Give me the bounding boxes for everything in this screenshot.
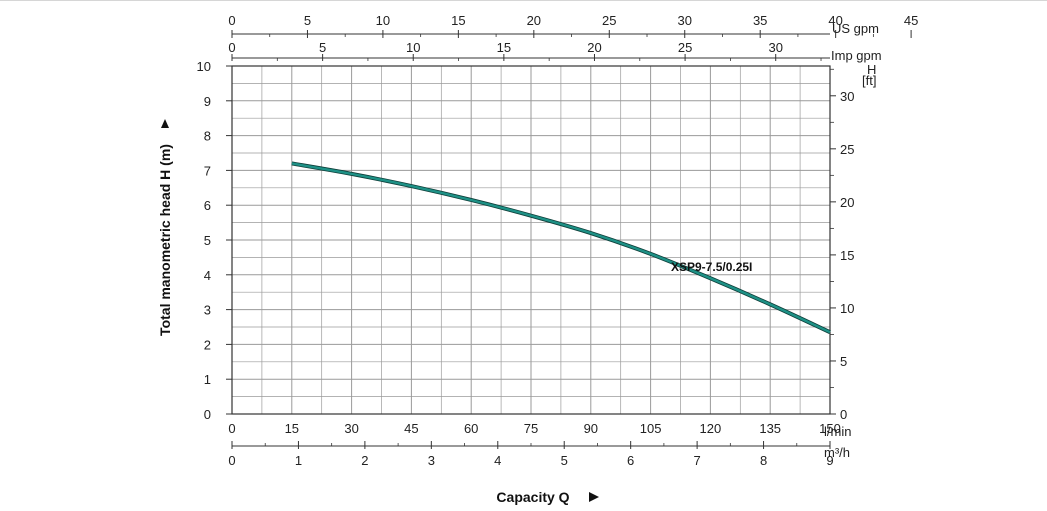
ft-tick-label: 25 <box>840 142 854 157</box>
x-axis-title: Capacity Q <box>496 489 569 505</box>
ft-tick-label: 5 <box>840 354 847 369</box>
y-tick-label: 1 <box>204 372 211 387</box>
y-axis-title-arrow <box>161 119 169 128</box>
m3h-tick-label: 9 <box>826 453 833 468</box>
ft-tick-label: 30 <box>840 89 854 104</box>
series-layer: XSP9-7.5/0.25I <box>291 161 831 335</box>
us-gpm-tick-label: 45 <box>904 13 918 28</box>
ft-tick-label: 15 <box>840 248 854 263</box>
imp-gpm-unit-label: Imp gpm <box>831 48 882 63</box>
us-gpm-tick-label: 10 <box>376 13 390 28</box>
ft-axis-label-top: H <box>867 62 876 77</box>
imp-gpm-tick-label: 20 <box>587 40 601 55</box>
m3h-tick-label: 0 <box>228 453 235 468</box>
imp-gpm-tick-label: 5 <box>319 40 326 55</box>
us-gpm-tick-label: 15 <box>451 13 465 28</box>
y-axis-title: Total manometric head H (m) <box>157 144 173 336</box>
m3h-tick-label: 1 <box>295 453 302 468</box>
ft-axis-label-unit: [ft] <box>862 73 876 88</box>
x-tick-label: 75 <box>524 421 538 436</box>
us-gpm-tick-label: 5 <box>304 13 311 28</box>
imp-gpm-tick-label: 30 <box>768 40 782 55</box>
x-tick-label: 105 <box>640 421 662 436</box>
m3h-tick-label: 4 <box>494 453 501 468</box>
us-gpm-unit-label: US gpm <box>832 21 879 36</box>
y-tick-label: 8 <box>204 129 211 144</box>
x-tick-label: 150 <box>819 421 841 436</box>
m3h-tick-label: 2 <box>361 453 368 468</box>
x-axis-title-arrow <box>589 492 599 502</box>
us-gpm-tick-label: 20 <box>527 13 541 28</box>
ft-tick-label: 20 <box>840 195 854 210</box>
imp-gpm-tick-label: 10 <box>406 40 420 55</box>
ft-tick-label: 0 <box>840 407 847 422</box>
y-tick-label: 10 <box>197 59 211 74</box>
y-tick-label: 4 <box>204 268 211 283</box>
x-tick-label: 60 <box>464 421 478 436</box>
y-tick-label: 0 <box>204 407 211 422</box>
labels: Total manometric head H (m) Capacity Q U… <box>157 21 882 505</box>
us-gpm-tick-label: 30 <box>678 13 692 28</box>
y-tick-label: 2 <box>204 337 211 352</box>
y-tick-label: 7 <box>204 163 211 178</box>
y-tick-label: 6 <box>204 198 211 213</box>
series-line <box>291 162 831 334</box>
x-tick-label: 120 <box>700 421 722 436</box>
series-label: XSP9-7.5/0.25I <box>671 260 752 274</box>
x-tick-label: 30 <box>344 421 358 436</box>
m3h-tick-label: 8 <box>760 453 767 468</box>
x-tick-label: 15 <box>285 421 299 436</box>
us-gpm-tick-label: 0 <box>228 13 235 28</box>
x-tick-label: 45 <box>404 421 418 436</box>
m3h-tick-label: 3 <box>428 453 435 468</box>
x-tick-label: 135 <box>759 421 781 436</box>
us-gpm-tick-label: 40 <box>828 13 842 28</box>
imp-gpm-tick-label: 25 <box>678 40 692 55</box>
imp-gpm-tick-label: 15 <box>497 40 511 55</box>
y-tick-label: 9 <box>204 94 211 109</box>
us-gpm-tick-label: 25 <box>602 13 616 28</box>
top-border <box>0 0 1047 1</box>
y-tick-label: 5 <box>204 233 211 248</box>
m3h-tick-label: 6 <box>627 453 634 468</box>
ft-tick-label: 10 <box>840 301 854 316</box>
m3h-tick-label: 5 <box>561 453 568 468</box>
lmin-unit-label: l/min <box>824 424 851 439</box>
grid <box>231 65 831 415</box>
imp-gpm-tick-label: 0 <box>228 40 235 55</box>
m3h-unit-label: m³/h <box>824 445 850 460</box>
x-tick-label: 90 <box>584 421 598 436</box>
us-gpm-tick-label: 35 <box>753 13 767 28</box>
x-tick-label: 0 <box>228 421 235 436</box>
y-tick-label: 3 <box>204 303 211 318</box>
m3h-tick-label: 7 <box>693 453 700 468</box>
